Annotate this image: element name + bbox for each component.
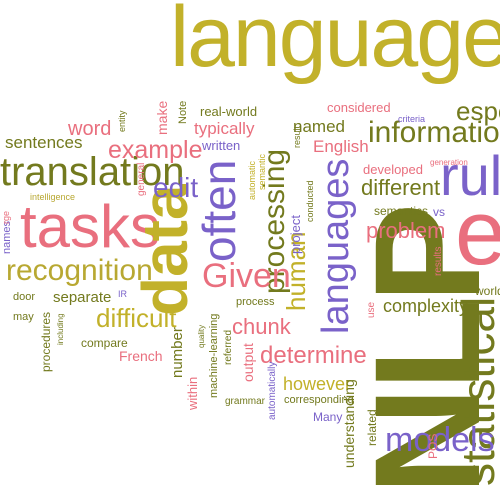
word-generation: generation — [430, 158, 468, 167]
word-often: often — [193, 159, 245, 262]
word-languages-vertical: languages — [315, 158, 357, 334]
word-tasks: tasks — [20, 193, 161, 260]
word-determine: determine — [260, 342, 367, 369]
word-including: including — [56, 313, 65, 345]
word-information: information — [368, 116, 500, 149]
word-note: Note — [177, 100, 189, 124]
word-machine-learning: machine-learning — [208, 313, 220, 398]
word-example: example — [108, 136, 203, 164]
word-rge: rge — [1, 210, 11, 224]
word-models: models — [385, 421, 495, 459]
word-result: result — [292, 125, 302, 148]
word-semantics: semantics — [374, 204, 429, 218]
word-corresponding: corresponding — [284, 394, 354, 406]
word-typically: typically — [194, 119, 255, 138]
word-word: word — [68, 118, 112, 140]
word-door: door — [13, 291, 36, 303]
word-many: Many — [313, 410, 343, 424]
word-named: named — [293, 117, 345, 136]
word-edit: edit — [153, 172, 199, 203]
word-quality: quality — [197, 324, 206, 348]
word-understanding: understanding — [341, 379, 357, 468]
word-ir: IR — [118, 289, 127, 299]
word-project: project — [288, 214, 303, 254]
word-procedures: procedures — [39, 311, 53, 372]
word-referred: referred — [223, 329, 234, 365]
word-data: data — [129, 184, 201, 316]
word-developed: developed — [363, 162, 423, 177]
word-real-world: real-world — [200, 104, 258, 119]
word-within: within — [185, 376, 200, 410]
word-conducted: conducted — [305, 180, 315, 222]
word-entity: entity — [117, 110, 127, 132]
word-results: results — [433, 246, 444, 276]
word-separate: separate — [53, 289, 112, 306]
word-make: make — [154, 100, 170, 135]
word-pos: POS — [426, 433, 440, 459]
word-use: use — [366, 301, 377, 318]
word-difficult: difficult — [96, 303, 177, 333]
word-vs: vs — [433, 205, 445, 219]
word-given: Given — [202, 257, 291, 295]
word-sentences: sentences — [5, 133, 83, 152]
word-however: however — [283, 374, 352, 394]
word-complexity: complexity — [383, 296, 469, 316]
word-grammar: grammar — [225, 396, 266, 407]
word-considered: considered — [327, 100, 391, 115]
word-automatically: automatically — [267, 361, 278, 420]
word-output: output — [240, 343, 256, 382]
word-french: French — [119, 348, 163, 364]
word-names: names — [1, 220, 13, 254]
word-criteria: criteria — [398, 114, 426, 124]
word-different: different — [361, 175, 441, 200]
word-general: general — [136, 162, 147, 196]
word-may: may — [13, 311, 34, 323]
word-recognition: recognition — [6, 254, 153, 287]
word-automatic: automatic — [247, 160, 257, 200]
word-world: world — [475, 284, 500, 298]
word-english: English — [313, 137, 369, 156]
word-rule: rule — [440, 144, 500, 207]
word-process: process — [236, 296, 275, 308]
word-semantic: semantic — [257, 153, 267, 190]
word-written: written — [202, 138, 241, 153]
word-chunk: chunk — [232, 314, 291, 339]
word-languages-large: languages — [170, 0, 500, 85]
word-intelligence: intelligence — [30, 192, 76, 202]
word-problem: problem — [366, 218, 446, 243]
word-related: related — [365, 409, 379, 446]
word-compare: compare — [81, 336, 128, 350]
word-translation: translation — [0, 150, 185, 194]
word-number: number — [169, 327, 186, 378]
word-e-large: e — [455, 182, 500, 284]
